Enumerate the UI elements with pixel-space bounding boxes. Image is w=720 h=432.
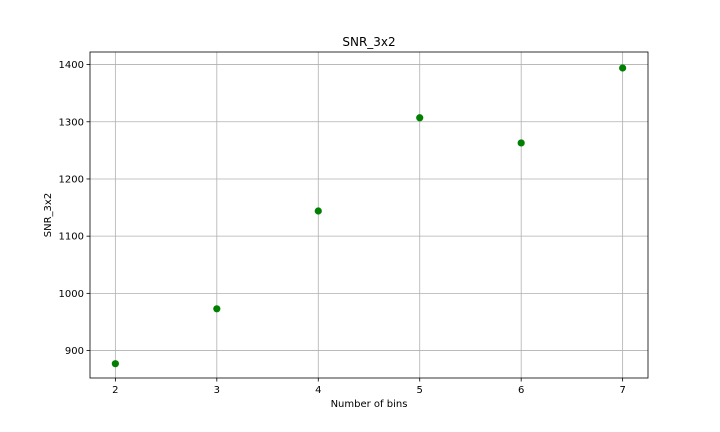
y-tick-label: 900: [65, 346, 84, 357]
y-tick-label: 1300: [59, 117, 84, 128]
x-tick-label: 3: [214, 385, 220, 396]
y-tick-label: 1200: [59, 174, 84, 185]
x-tick-label: 5: [417, 385, 423, 396]
x-tick-label: 2: [112, 385, 118, 396]
x-tick-label: 4: [315, 385, 321, 396]
data-point: [111, 360, 119, 368]
data-point: [314, 207, 322, 215]
data-point: [517, 139, 525, 147]
x-axis-label: Number of bins: [331, 399, 408, 410]
data-point: [416, 114, 424, 122]
chart-title: SNR_3x2: [342, 35, 395, 49]
data-point: [213, 305, 221, 313]
y-tick-label: 1400: [59, 60, 84, 71]
y-axis-label: SNR_3x2: [43, 193, 54, 237]
y-tick-label: 1100: [59, 232, 84, 243]
grid-lines: [90, 52, 648, 378]
plot-area-frame: [89, 51, 649, 379]
x-tick-label: 6: [518, 385, 524, 396]
data-point: [619, 64, 627, 72]
x-tick-label: 7: [619, 385, 625, 396]
data-points: [111, 64, 627, 368]
y-tick-label: 1000: [59, 289, 84, 300]
axis-ticks: 2 3 4 5 6 7 900 1000 1100 1200 1300 1400: [59, 60, 626, 396]
